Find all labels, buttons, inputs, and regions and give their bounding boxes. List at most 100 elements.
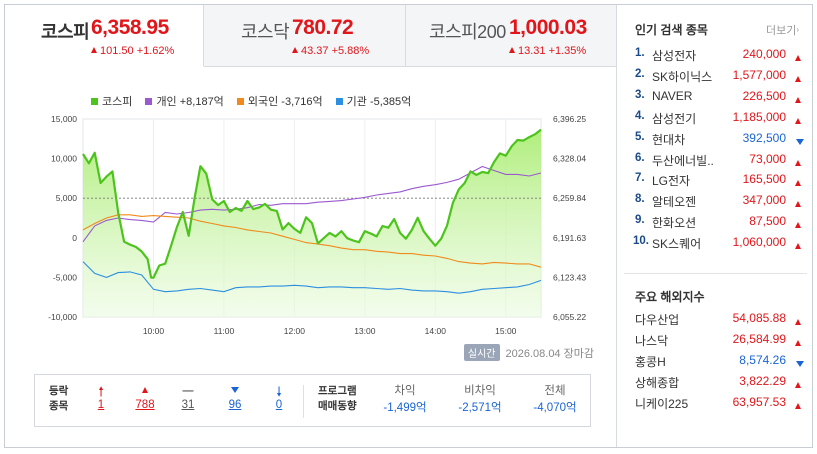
unchanged-count[interactable]: — 31 <box>176 384 200 411</box>
tab-value: 780.72 <box>292 16 354 39</box>
legend-foreign: 외국인 -3,716억 <box>236 96 323 108</box>
stock-price: 1,060,000 <box>732 235 786 250</box>
triangle-up-icon <box>795 180 801 187</box>
stock-price: 87,500 <box>749 214 786 229</box>
x-tick-label: 11:00 <box>214 326 235 336</box>
kospi-line <box>82 128 542 279</box>
overseas-index-item[interactable]: 니케이225 63,957.53 <box>635 395 805 416</box>
chart-legend: 코스피 개인 +8,187억 외국인 -3,716억 기관 -5,385억 <box>91 93 421 109</box>
triangle-up-icon <box>795 319 801 325</box>
triangle-up-icon <box>292 47 298 53</box>
triangle-up-icon <box>795 382 801 388</box>
stock-price: 392,500 <box>742 130 786 145</box>
limit-up-count[interactable]: 🠕 1 <box>91 384 111 411</box>
stock-price: 1,185,000 <box>732 109 786 124</box>
foreign-line <box>82 214 542 268</box>
overseas-index-item[interactable]: 다우산업 54,085.88 <box>635 311 805 332</box>
chevron-right-icon: › <box>796 25 799 34</box>
direction-indicator <box>795 378 804 392</box>
limit-down-count[interactable]: 🠗 0 <box>269 384 289 411</box>
arrow-down-icon: 🠗 <box>276 384 282 399</box>
direction-indicator <box>795 156 804 170</box>
index-panel: 코스피 6,358.95 101.50 +1.62% 코스닥 780.72 43… <box>5 5 617 447</box>
legend-swatch <box>91 98 98 105</box>
legend-swatch <box>335 98 343 105</box>
direction-indicator <box>795 72 804 86</box>
stock-price: 226,500 <box>742 88 786 103</box>
popular-item[interactable]: 7. LG전자 165,500 <box>635 172 805 193</box>
popular-item[interactable]: 4. 삼성전기 1,185,000 <box>635 110 805 131</box>
popular-item[interactable]: 9. 한화오션 87,500 <box>635 214 805 235</box>
popular-item[interactable]: 2. SK하이닉스 1,577,000 <box>635 68 805 89</box>
popular-item[interactable]: 3. NAVER 226,500 <box>635 89 805 110</box>
stock-name: 한화오션 <box>652 216 697 231</box>
triangle-up-icon <box>795 201 801 208</box>
popular-item[interactable]: 6. 두산에너빌.. 73,000 <box>635 152 805 173</box>
dash-icon: — <box>182 385 194 397</box>
direction-indicator <box>795 176 804 190</box>
triangle-up-icon <box>795 117 801 124</box>
stock-price: 347,000 <box>742 193 786 208</box>
triangle-down-icon <box>796 361 804 367</box>
stock-name: LG전자 <box>652 174 691 189</box>
realtime-badge[interactable]: 실시간 <box>463 344 500 361</box>
tab-kosdaq[interactable]: 코스닥 780.72 43.37 +5.88% <box>204 5 406 67</box>
left-tick-label: -5,000 <box>53 272 77 282</box>
overseas-index-item[interactable]: 홍콩H 8,574.26 <box>635 353 805 374</box>
legend-swatch <box>236 98 244 105</box>
arrow-up-icon: 🠕 <box>98 384 104 399</box>
right-tick-label: 6,123.43 <box>553 272 586 282</box>
right-tick-label: 6,396.25 <box>553 114 586 124</box>
rank-number: 6. <box>635 151 645 164</box>
direction-indicator <box>795 218 804 232</box>
right-tick-label: 6,055.22 <box>553 312 586 322</box>
x-tick-label: 13:00 <box>354 326 376 336</box>
triangle-up-icon <box>795 55 801 61</box>
popular-item[interactable]: 5. 현대차 392,500 <box>635 131 805 152</box>
legend-individual: 개인 +8,187억 <box>145 96 224 108</box>
rank-number: 3. <box>635 88 645 101</box>
stats-divider <box>303 385 304 418</box>
popular-title: 인기 검색 종목 <box>635 23 708 37</box>
index-price: 26,584.99 <box>732 332 786 346</box>
triangle-up-icon <box>91 47 97 53</box>
x-tick-label: 10:00 <box>143 326 165 336</box>
institution-line <box>82 261 542 294</box>
trade-date: 2026.08.04 <box>505 348 561 360</box>
overseas-title: 주요 해외지수 <box>635 290 705 304</box>
tab-value: 6,358.95 <box>91 16 169 39</box>
stock-name: 두산에너빌.. <box>652 153 714 168</box>
breadth-stats: 등락 종목 🠕 1 788 — 31 96 🠗 0 <box>34 374 591 427</box>
right-tick-label: 6,259.84 <box>553 193 586 203</box>
more-link[interactable]: 더보기› <box>765 25 799 37</box>
triangle-down-icon <box>796 138 804 145</box>
direction-indicator <box>795 336 804 350</box>
market-widget: 코스피 6,358.95 101.50 +1.62% 코스닥 780.72 43… <box>4 4 813 448</box>
overseas-index-item[interactable]: 상해종합 3,822.29 <box>635 374 805 395</box>
timestamp-bar: 실시간 2026.08.04 장마감 <box>463 344 594 361</box>
breadth-label: 등락 종목 <box>49 385 69 412</box>
popular-item[interactable]: 10. SK스퀘어 1,060,000 <box>633 235 805 256</box>
left-tick-label: 10,000 <box>51 154 77 164</box>
decline-count[interactable]: 96 <box>223 384 247 411</box>
rank-number: 8. <box>635 193 645 206</box>
section-divider <box>624 273 807 274</box>
rank-number: 1. <box>635 47 645 59</box>
left-tick-label: 15,000 <box>51 114 77 124</box>
popular-item[interactable]: 8. 알테오젠 347,000 <box>635 193 805 214</box>
stock-price: 73,000 <box>749 151 786 166</box>
tab-kospi200[interactable]: 코스피200 1,000.03 13.31 +1.35% <box>406 5 616 67</box>
direction-indicator <box>795 51 804 65</box>
popular-item[interactable]: 1. 삼성전자 240,000 <box>635 47 805 68</box>
index-price: 54,085.88 <box>732 311 786 325</box>
stock-price: 240,000 <box>742 47 786 61</box>
rank-number: 4. <box>635 109 645 122</box>
tab-kospi[interactable]: 코스피 6,358.95 101.50 +1.62% <box>5 5 204 67</box>
x-tick-label: 14:00 <box>425 326 447 336</box>
rank-number: 9. <box>635 214 645 227</box>
direction-indicator <box>795 93 804 107</box>
intraday-chart: 15,000 10,000 5,000 0 -5,000 -10,000 6,396.25 6… <box>48 114 586 336</box>
overseas-index-item[interactable]: 나스닥 26,584.99 <box>635 332 805 353</box>
advance-count[interactable]: 788 <box>130 384 160 411</box>
index-name: 홍콩H <box>635 355 666 369</box>
